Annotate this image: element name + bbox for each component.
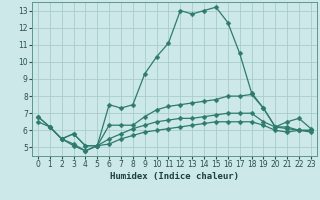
X-axis label: Humidex (Indice chaleur): Humidex (Indice chaleur) xyxy=(110,172,239,181)
